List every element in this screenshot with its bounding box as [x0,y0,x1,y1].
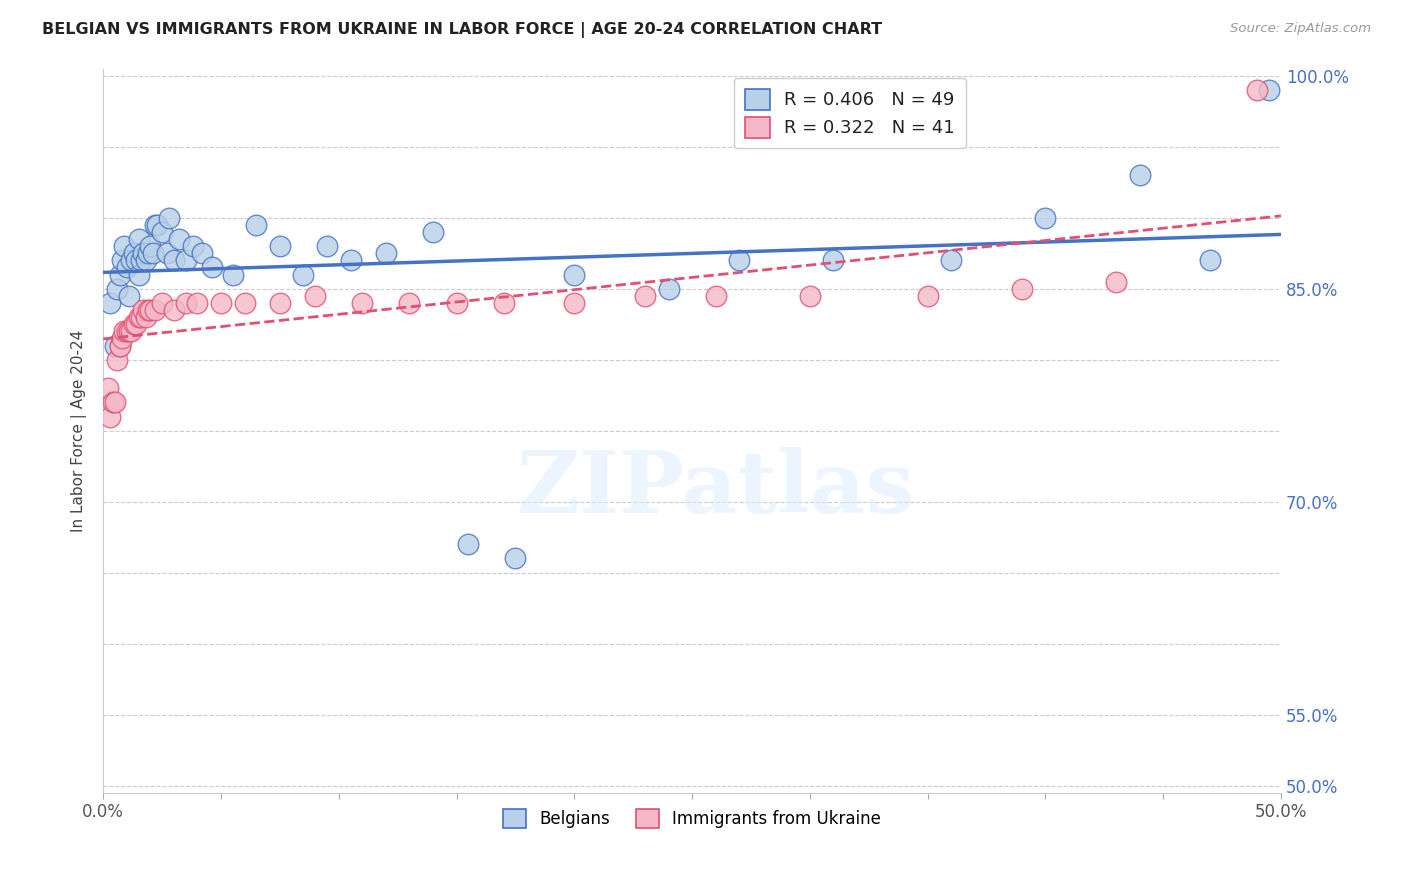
Point [98,296,121,310]
Point [129,310,152,325]
Point [446,296,468,310]
Point [108,338,131,352]
Point [269,239,291,253]
Point [292,268,315,282]
Point [122,246,145,260]
Point [108,268,131,282]
Point [136,246,159,260]
Y-axis label: In Labor Force | Age 20-24: In Labor Force | Age 20-24 [72,330,87,532]
Text: BELGIAN VS IMMIGRANTS FROM UKRAINE IN LABOR FORCE | AGE 20-24 CORRELATION CHART: BELGIAN VS IMMIGRANTS FROM UKRAINE IN LA… [42,22,883,38]
Point [1035,211,1057,225]
Point [163,303,186,318]
Text: Source: ZipAtlas.com: Source: ZipAtlas.com [1230,22,1371,36]
Point [132,303,155,318]
Text: ZIPatlas: ZIPatlas [516,447,915,531]
Point [118,324,141,338]
Point [111,331,134,345]
Point [125,318,148,332]
Point [150,225,173,239]
Point [112,239,135,253]
Point [1011,282,1033,296]
Point [269,296,291,310]
Point [136,303,159,318]
Point [422,225,444,239]
Point [1199,253,1222,268]
Point [304,289,326,303]
Point [135,253,157,268]
Point [352,296,374,310]
Point [142,246,165,260]
Point [115,260,138,275]
Point [125,253,148,268]
Point [143,303,166,318]
Point [492,296,515,310]
Point [163,253,186,268]
Point [398,296,420,310]
Point [728,253,751,268]
Point [128,232,150,246]
Point [799,289,821,303]
Point [139,239,162,253]
Point [108,338,131,352]
Point [98,409,121,424]
Point [634,289,657,303]
Point [112,324,135,338]
Point [374,246,396,260]
Point [200,260,222,275]
Point [118,289,141,303]
Point [339,253,361,268]
Point [104,338,127,352]
Point [128,268,150,282]
Point [111,253,134,268]
Point [1258,83,1281,97]
Point [105,282,128,296]
Point [191,246,214,260]
Point [941,253,963,268]
Point [128,310,150,325]
Point [457,537,479,551]
Point [181,239,204,253]
Point [122,318,145,332]
Point [704,289,727,303]
Point [505,551,527,566]
Point [129,253,152,268]
Point [156,246,179,260]
Point [104,395,127,409]
Point [222,268,245,282]
Point [101,395,124,409]
Point [132,246,155,260]
Point [146,218,169,232]
Point [186,296,208,310]
Point [150,296,173,310]
Point [233,296,256,310]
Point [209,296,232,310]
Point [143,218,166,232]
Point [167,232,190,246]
Point [823,253,845,268]
Point [121,253,143,268]
Point [1129,168,1152,182]
Point [174,296,197,310]
Point [917,289,939,303]
Point [105,352,128,367]
Point [174,253,197,268]
Point [157,211,180,225]
Legend: Belgians, Immigrants from Ukraine: Belgians, Immigrants from Ukraine [496,803,887,835]
Point [245,218,267,232]
Point [97,381,120,395]
Point [316,239,339,253]
Point [1246,83,1268,97]
Point [139,303,162,318]
Point [121,324,143,338]
Point [135,310,157,325]
Point [115,324,138,338]
Point [657,282,679,296]
Point [562,268,585,282]
Point [562,296,585,310]
Point [1105,275,1128,289]
